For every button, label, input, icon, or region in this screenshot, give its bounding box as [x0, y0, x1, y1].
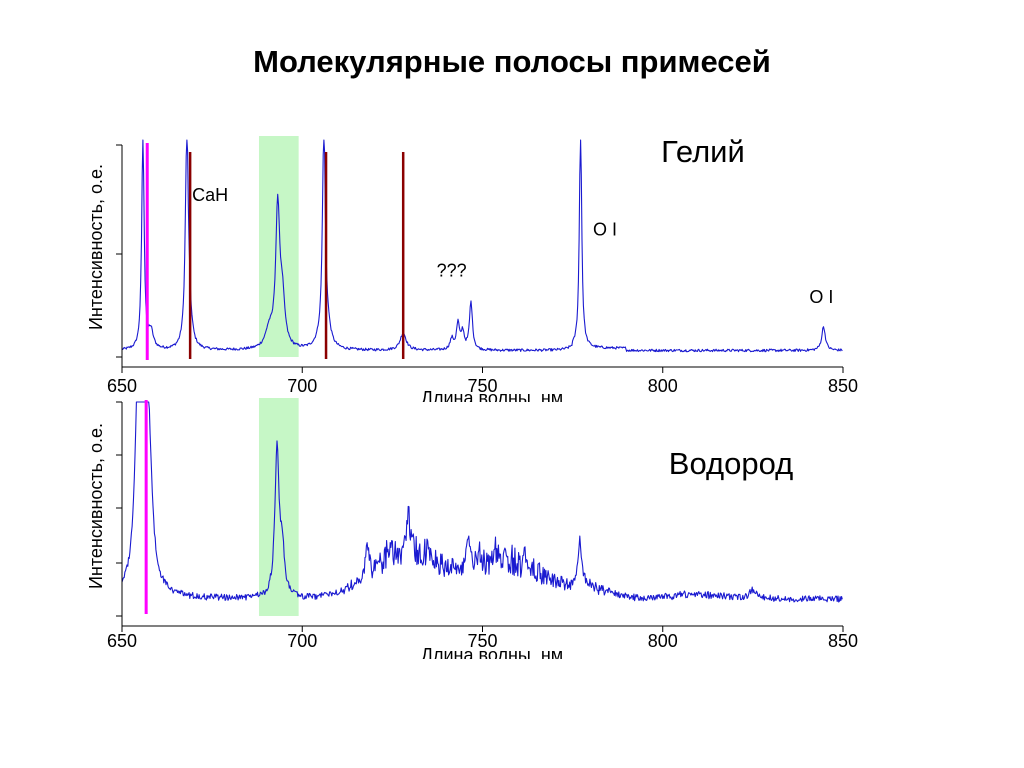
peak-annotation: ??? [437, 261, 467, 281]
x-tick-label: 800 [648, 631, 678, 651]
helium-spectrum-chart: 650 700 750 800 850 CaH???O IO I Гелий Длина… [86, 134, 858, 408]
x-tick-label: 650 [107, 631, 137, 651]
x-tick-label: 850 [828, 376, 858, 396]
label-overlap-mask [380, 402, 600, 416]
slide-title: Молекулярные полосы примесей [253, 44, 771, 79]
y-axis-label: Интенсивность, о.е. [86, 423, 106, 589]
spectrum-line [121, 139, 843, 353]
x-tick-label: 750 [467, 631, 497, 651]
x-tick-label: 850 [828, 631, 858, 651]
x-tick-label: 650 [107, 376, 137, 396]
highlight-band [258, 136, 299, 357]
x-tick-label: 800 [648, 376, 678, 396]
x-tick-label: 700 [287, 631, 317, 651]
panel-label-helium: Гелий [661, 134, 745, 169]
highlight-band [258, 398, 299, 616]
panel-label-hydrogen: Водород [669, 446, 793, 481]
x-tick-label: 750 [467, 376, 497, 396]
y-axis-label: Интенсивность, о.е. [86, 164, 106, 330]
peak-annotation: CaH [192, 185, 228, 205]
x-tick-label: 700 [287, 376, 317, 396]
label-overlap-mask [380, 659, 600, 673]
hydrogen-spectrum-chart: 650 700 750 800 850 Водород Длина волны, нм … [86, 398, 858, 665]
peak-annotation: O I [809, 287, 833, 307]
spectrum-line [121, 401, 843, 603]
peak-annotation: O I [593, 219, 617, 239]
